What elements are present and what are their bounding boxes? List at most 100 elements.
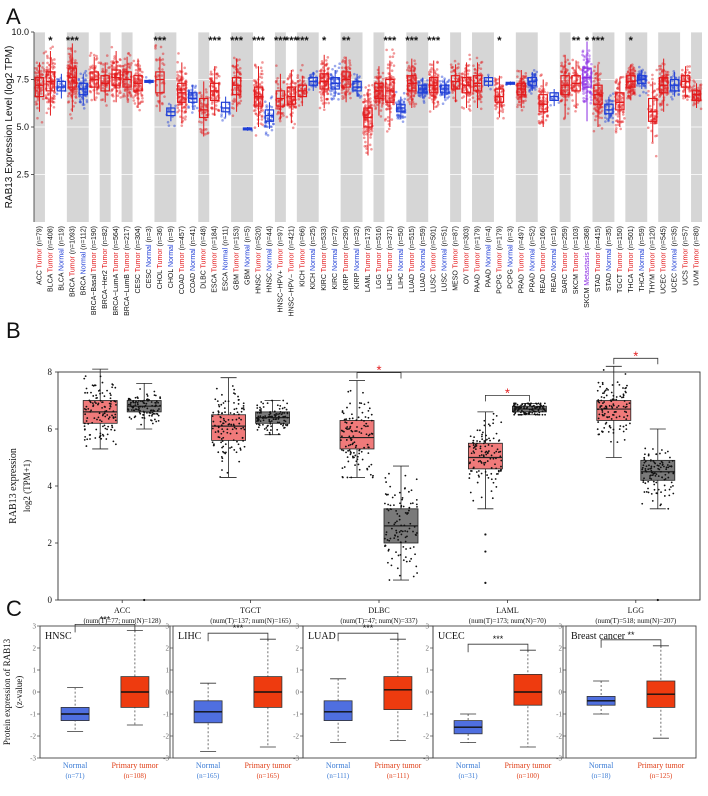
panel-b-point: [141, 416, 144, 419]
panel-b-point: [275, 418, 278, 420]
panel-a-point: [589, 95, 593, 99]
panel-a-xtick-cancer: COAD: [190, 271, 197, 293]
panel-b-point: [148, 411, 151, 414]
panel-b-ytick-label: 0: [48, 595, 53, 605]
panel-a-point: [110, 63, 114, 66]
panel-a-point: [452, 83, 456, 87]
panel-a-point: [67, 101, 70, 104]
panel-a-xtick-cancer: KIRC: [332, 271, 339, 290]
panel-a-xtick-n: (n=501): [628, 226, 635, 252]
panel-a-point: [387, 96, 390, 100]
panel-a-xtick-cancer: CESC: [135, 272, 142, 293]
panel-a-point: [342, 96, 346, 99]
panel-a-point: [178, 102, 182, 106]
panel-a-xtick-label: UCEC Tumor (n=545): [661, 226, 668, 294]
panel-a-point: [138, 79, 142, 83]
panel-a-point: [111, 64, 114, 68]
panel-a-point: [178, 79, 181, 83]
panel-a-point: [645, 91, 648, 95]
panel-a-point: [118, 58, 122, 61]
panel-a-group-11: ***: [154, 35, 167, 112]
panel-a-point: [272, 122, 275, 126]
panel-a-xtick-type: Normal: [398, 248, 405, 271]
panel-b-point: [136, 403, 139, 406]
panel-b-point: [284, 415, 287, 418]
panel-a-point: [118, 86, 122, 89]
panel-a-xtick-type: Tumor: [365, 252, 372, 273]
panel-a-point: [660, 108, 664, 111]
panel-a-point: [182, 106, 186, 109]
panel-b-point: [114, 419, 117, 422]
panel-a-point: [79, 100, 83, 104]
panel-a-point: [604, 116, 607, 119]
panel-b-point: [237, 413, 240, 416]
panel-a-xtick-n: (n=533): [321, 226, 328, 252]
panel-a-group-14: [187, 84, 199, 114]
panel-b-point: [265, 427, 268, 429]
panel-a-point: [220, 113, 223, 116]
panel-b-point: [366, 443, 369, 446]
panel-b-point: [260, 401, 263, 403]
panel-a-xtick-cancer: CHOL: [157, 268, 164, 289]
panel-b-point: [269, 422, 272, 425]
panel-a-point: [78, 100, 82, 104]
panel-a-point: [605, 101, 609, 104]
panel-a-point: [479, 100, 483, 104]
panel-a-point: [178, 95, 181, 98]
panel-a-xtick-n: (n=59): [420, 226, 427, 248]
panel-b-point: [143, 405, 146, 408]
panel-a-point: [522, 105, 525, 109]
panel-a-xtick-label: PAAD Tumor (n=179): [475, 226, 482, 293]
panel-a-point: [218, 75, 221, 78]
panel-a-xtick-type: Normal: [442, 248, 449, 271]
panel-b-point: [86, 391, 89, 394]
panel-b-point: [355, 430, 358, 432]
panel-a-point: [44, 94, 48, 97]
panel-a-point: [627, 95, 630, 98]
panel-a-point: [68, 82, 72, 86]
panel-b-point: [154, 401, 157, 404]
panel-a-point: [408, 100, 411, 104]
panel-a-xtick-label: READ Tumor (n=166): [540, 226, 547, 294]
panel-b-point: [276, 404, 279, 407]
panel-a-point: [119, 58, 122, 62]
panel-a-point: [406, 68, 409, 72]
panel-a-point: [474, 71, 478, 75]
panel-a-point: [477, 91, 481, 95]
panel-a-point: [128, 91, 132, 94]
panel-b-point: [224, 443, 227, 446]
panel-a-point: [128, 87, 131, 91]
panel-b-point: [256, 407, 259, 409]
panel-a-point: [178, 95, 181, 99]
panel-a-point: [436, 103, 440, 106]
panel-a-point: [159, 45, 163, 49]
panel-a-point: [69, 81, 73, 84]
panel-a-point: [53, 62, 57, 66]
panel-a-point: [592, 112, 595, 115]
panel-b-group-tgct: [211, 377, 291, 478]
panel-b-point: [84, 375, 87, 378]
panel-a-point: [42, 70, 46, 73]
panel-a-point: [58, 82, 62, 85]
panel-a-point: [269, 96, 273, 100]
panel-b-point: [130, 401, 132, 404]
panel-a-point: [111, 88, 114, 91]
panel-b-point: [286, 402, 289, 405]
panel-b-point: [111, 426, 114, 429]
panel-a-point: [546, 115, 549, 118]
panel-a-point: [394, 90, 398, 94]
panel-a-point: [69, 83, 72, 87]
panel-b-point: [128, 416, 131, 419]
panel-a-point: [78, 100, 82, 104]
panel-a-point: [659, 102, 663, 106]
panel-b-point: [345, 418, 348, 421]
panel-b-point: [150, 419, 152, 422]
panel-a-point: [600, 116, 604, 120]
panel-a-point: [654, 134, 657, 138]
panel-b-point: [344, 445, 347, 448]
panel-b-point: [145, 402, 148, 405]
panel-a-point: [99, 61, 103, 65]
panel-a-point: [413, 62, 417, 66]
panel-a-point: [609, 94, 612, 97]
